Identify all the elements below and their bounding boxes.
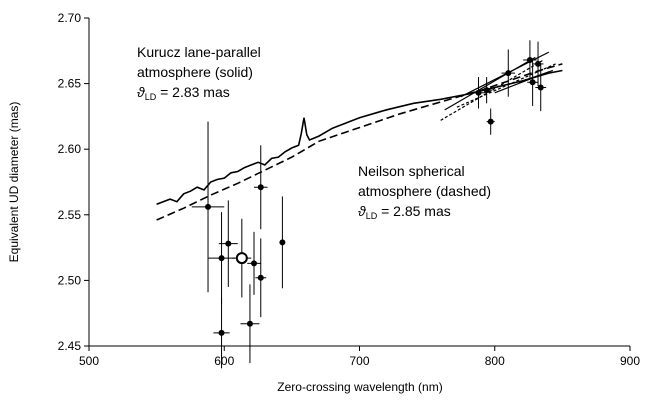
data-point bbox=[208, 212, 236, 305]
filled-marker bbox=[279, 239, 286, 246]
y-tick-label: 2.65 bbox=[58, 77, 82, 91]
data-point bbox=[191, 121, 225, 293]
x-tick-label: 500 bbox=[79, 354, 99, 368]
data-point bbox=[532, 41, 544, 87]
annotation-kurucz-theta-value: = 2.83 mas bbox=[156, 84, 230, 100]
model-curves bbox=[156, 63, 563, 221]
data-point bbox=[481, 77, 493, 104]
y-tick-label: 2.60 bbox=[58, 142, 82, 156]
neilson-dashed-curve bbox=[156, 63, 563, 221]
data-points bbox=[191, 40, 547, 369]
x-axis-ticks: 500 600 700 800 900 bbox=[79, 346, 640, 368]
filled-marker bbox=[257, 184, 264, 191]
annotation-kurucz-line2: atmosphere (solid) bbox=[137, 64, 253, 80]
y-tick-label: 2.70 bbox=[58, 11, 82, 25]
annotation-neilson-line2: atmosphere (dashed) bbox=[358, 183, 491, 199]
filled-marker bbox=[487, 118, 494, 125]
data-point bbox=[240, 284, 260, 364]
annotation-neilson-theta-sub: LD bbox=[366, 211, 378, 221]
filled-marker bbox=[483, 87, 490, 94]
filled-marker bbox=[526, 56, 533, 63]
annotation-neilson-theta-symbol: ϑ bbox=[358, 203, 367, 219]
annotation-neilson-theta-value: = 2.85 mas bbox=[377, 203, 451, 219]
y-tick-label: 2.45 bbox=[58, 339, 82, 353]
fit-line-solid bbox=[460, 51, 550, 98]
x-tick-label: 700 bbox=[349, 354, 369, 368]
annotation-kurucz-theta-symbol: ϑ bbox=[137, 84, 146, 100]
open-marker bbox=[235, 252, 248, 265]
data-point bbox=[279, 196, 286, 289]
data-point bbox=[486, 108, 495, 135]
annotation-kurucz: Kurucz lane-parallel atmosphere (solid) … bbox=[137, 44, 261, 102]
y-tick-label: 2.55 bbox=[58, 208, 82, 222]
fit-lines bbox=[440, 51, 556, 121]
x-tick-label: 900 bbox=[620, 354, 640, 368]
annotation-kurucz-theta-sub: LD bbox=[145, 92, 157, 102]
x-axis-title: Zero-crossing wavelength (nm) bbox=[277, 380, 442, 394]
filled-marker bbox=[205, 203, 212, 210]
y-axis-ticks: 2.45 2.50 2.55 2.60 2.65 2.70 bbox=[58, 11, 89, 353]
x-tick-label: 600 bbox=[214, 354, 234, 368]
filled-marker bbox=[251, 260, 258, 267]
annotation-kurucz-line1: Kurucz lane-parallel bbox=[137, 44, 261, 60]
filled-marker bbox=[505, 70, 512, 77]
data-point bbox=[501, 49, 516, 97]
data-point bbox=[247, 231, 261, 295]
annotation-kurucz-theta: ϑLD = 2.83 mas bbox=[137, 84, 230, 102]
kurucz-solid-curve bbox=[156, 69, 563, 206]
data-point bbox=[218, 200, 238, 287]
y-tick-label: 2.50 bbox=[58, 273, 82, 287]
filled-marker bbox=[246, 320, 253, 327]
data-point bbox=[255, 238, 267, 318]
filled-marker bbox=[537, 84, 544, 91]
filled-marker bbox=[218, 255, 225, 262]
x-tick-label: 800 bbox=[485, 354, 505, 368]
annotation-neilson-line1: Neilson spherical bbox=[358, 163, 465, 179]
data-point bbox=[232, 218, 252, 298]
filled-marker bbox=[529, 79, 536, 86]
data-point bbox=[527, 58, 539, 106]
data-point bbox=[535, 63, 547, 112]
y-axis-title: Equivalent UD diameter (mas) bbox=[7, 102, 21, 263]
filled-marker bbox=[225, 240, 232, 247]
filled-marker bbox=[257, 274, 264, 281]
filled-marker bbox=[218, 329, 225, 336]
data-point bbox=[213, 297, 230, 369]
annotation-neilson-theta: ϑLD = 2.85 mas bbox=[358, 203, 451, 221]
fit-line-solid bbox=[518, 69, 554, 83]
filled-marker bbox=[535, 60, 542, 67]
data-point bbox=[471, 77, 486, 109]
filled-marker bbox=[475, 89, 482, 96]
data-point bbox=[254, 145, 268, 230]
annotation-neilson: Neilson spherical atmosphere (dashed) ϑL… bbox=[358, 163, 491, 221]
data-point bbox=[523, 40, 537, 80]
fit-line-dashed bbox=[456, 63, 556, 108]
plot-area: 500 600 700 800 900 2.45 2.50 2.55 2.60 2.65 2.70 bbox=[58, 11, 640, 369]
